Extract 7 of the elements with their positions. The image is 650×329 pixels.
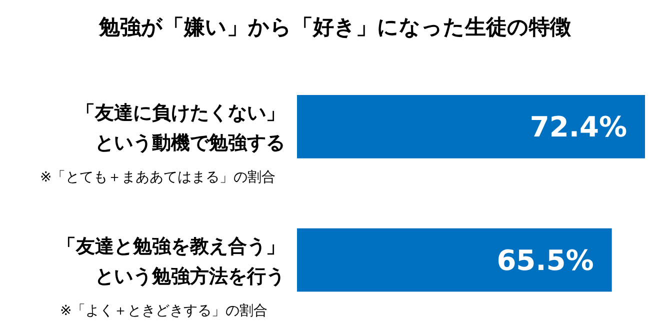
data-label: 65.5% [496,244,594,277]
text: ※「よく＋ときどきする」の割合 [60,303,268,319]
y-tick-label: 「友達と勉強を教え合う」という勉強方法を行う [57,235,285,288]
chart-title: 勉強が「嫌い」から「好き」になった生徒の特徴 [98,15,572,39]
data-label: 72.4% [530,110,627,144]
y-tick-label: 「友達に負けたくない」という動機で勉強する [76,102,285,154]
text: ※「とても＋まああてはまる」の割合 [40,170,276,186]
